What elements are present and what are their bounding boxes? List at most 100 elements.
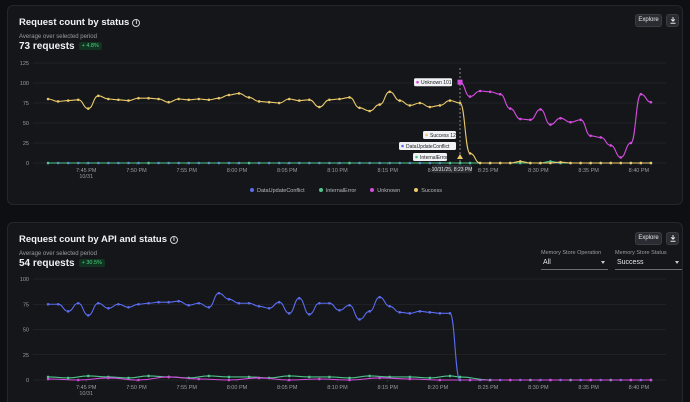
data-point: [579, 161, 582, 165]
legend-marker: [370, 188, 375, 192]
data-point: [348, 303, 351, 307]
data-point: [539, 108, 542, 111]
data-point: [348, 378, 351, 382]
info-icon[interactable]: i: [132, 19, 141, 27]
data-point: [147, 161, 150, 165]
chart-legend: DataUpdateConflict InternalError Unknown Su…: [8, 188, 682, 194]
data-point: [619, 161, 623, 165]
data-point: [267, 306, 271, 310]
data-point: [649, 161, 653, 165]
data-point: [569, 120, 572, 124]
data-point: [358, 318, 361, 321]
memory-store-status-label: Memory Store Status: [615, 250, 667, 256]
data-point: [318, 105, 321, 109]
data-point: [308, 98, 311, 102]
data-point: [177, 299, 180, 303]
y-tick-label: 0: [26, 378, 29, 384]
data-point: [348, 376, 351, 380]
data-point: [287, 374, 291, 378]
series-line-0: [46, 291, 653, 382]
data-point: [508, 378, 512, 382]
data-point: [237, 301, 241, 305]
x-tick-label: 8:35 PM: [578, 168, 599, 174]
data-point: [488, 161, 492, 165]
data-point: [76, 301, 80, 305]
data-point: [86, 107, 90, 110]
data-point: [107, 97, 110, 101]
download-icon: [670, 235, 676, 242]
legend-item[interactable]: Success: [414, 188, 442, 194]
data-point: [589, 134, 592, 138]
data-point: [217, 96, 221, 100]
data-point: [368, 374, 371, 378]
x-tick-label: 8:40 PM: [629, 168, 650, 174]
data-point: [277, 300, 281, 304]
request-count-by-api-panel: Request count by API and status i Average…: [7, 222, 683, 402]
data-point: [247, 375, 251, 379]
tooltip-chip: [423, 131, 457, 139]
data-point: [649, 378, 653, 382]
tooltip-series-marker: [416, 80, 419, 84]
data-point: [197, 301, 201, 305]
series-line: [48, 376, 651, 381]
legend-item[interactable]: Unknown: [370, 188, 400, 194]
x-tick-sublabel: 10/31: [79, 391, 93, 397]
tooltip-label: InternalError: [420, 155, 448, 161]
data-point: [318, 377, 321, 381]
data-point: [237, 92, 241, 95]
data-point: [227, 378, 231, 382]
data-point: [46, 161, 50, 165]
x-tick-label: 8:10 PM: [327, 168, 348, 174]
data-point: [197, 97, 201, 101]
data-point: [508, 107, 512, 110]
y-tick-label: 0: [26, 161, 29, 167]
data-point: [287, 97, 291, 101]
hover-tooltip: Unknown 101 Success 12 DataUpdateConflict I…: [399, 68, 472, 173]
data-point: [247, 301, 251, 305]
data-point: [559, 160, 562, 164]
data-point: [217, 291, 221, 295]
legend-marker: [249, 188, 254, 192]
data-point: [127, 376, 130, 380]
data-point: [549, 123, 552, 126]
download-button[interactable]: [666, 232, 679, 245]
data-point: [348, 161, 351, 165]
info-icon[interactable]: i: [169, 236, 178, 244]
data-point: [549, 161, 552, 165]
data-point: [287, 378, 291, 382]
tooltip-series-marker: [415, 155, 418, 159]
data-point: [589, 378, 592, 382]
legend-label: Unknown: [377, 188, 401, 194]
data-point: [107, 306, 110, 310]
y-tick-label: 100: [20, 277, 29, 283]
x-tick-label: 8:35 PM: [578, 385, 599, 391]
explore-button[interactable]: Explore: [635, 14, 662, 27]
y-tick-label: 50: [23, 121, 29, 127]
x-tick-label: 8:30 PM: [528, 168, 549, 174]
data-point: [177, 97, 180, 101]
data-point: [127, 99, 130, 102]
data-point: [107, 376, 110, 380]
explore-button[interactable]: Explore: [635, 232, 662, 245]
legend-item[interactable]: DataUpdateConflict: [249, 188, 305, 194]
data-point: [448, 99, 452, 102]
data-point: [328, 375, 331, 379]
data-point: [418, 310, 422, 313]
data-point: [167, 375, 170, 379]
tooltip-time-box: [432, 165, 473, 173]
data-point: [539, 161, 542, 165]
tooltip-time: 10/31/25, 8:23 PM: [432, 167, 473, 173]
data-point: [338, 309, 341, 312]
memory-store-status-select[interactable]: Success: [615, 256, 682, 270]
data-point: [56, 302, 60, 306]
data-point: [46, 302, 50, 306]
memory-store-operation-select[interactable]: All: [541, 256, 608, 270]
legend-item[interactable]: InternalError: [318, 188, 356, 194]
x-tick-label: 8:10 PM: [327, 385, 348, 391]
download-button[interactable]: [666, 14, 679, 27]
data-point: [408, 375, 412, 379]
data-point: [519, 117, 522, 121]
data-point: [498, 92, 502, 96]
legend-label: DataUpdateConflict: [256, 188, 305, 194]
request-count-by-status-panel: Request count by status i Average over se…: [7, 5, 683, 205]
